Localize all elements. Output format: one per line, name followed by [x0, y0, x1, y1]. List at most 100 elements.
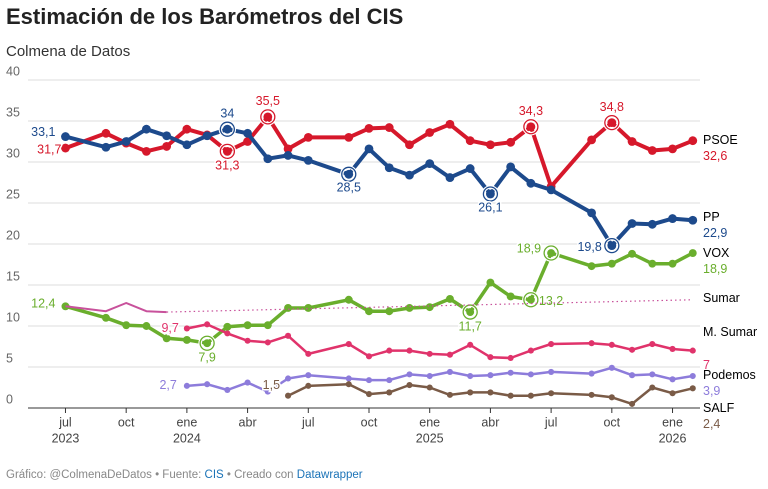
x-tick-label: oct [118, 415, 135, 429]
y-tick-label: 30 [6, 146, 20, 160]
point [142, 322, 151, 330]
point [689, 347, 696, 354]
end-value-label: 32,6 [703, 149, 728, 163]
line [64, 114, 694, 189]
point [507, 369, 514, 376]
point [607, 241, 617, 251]
end-value-label: 2,4 [703, 417, 721, 431]
highlight-ring [543, 245, 559, 261]
point [364, 144, 374, 154]
highlight-ring [604, 114, 620, 131]
point [365, 391, 373, 398]
highlight-ring [604, 237, 620, 254]
point [61, 132, 70, 141]
highlight-ring [219, 121, 236, 137]
point [668, 259, 677, 268]
series: 12,4 7,9 11,7 13,2 18,9 [30, 240, 697, 366]
point [467, 341, 474, 348]
point [446, 391, 453, 398]
point [607, 118, 617, 128]
point [465, 136, 475, 146]
tool-link[interactable]: Datawrapper [296, 469, 363, 481]
point [284, 304, 293, 312]
point [689, 385, 696, 392]
point [486, 140, 495, 150]
point [204, 321, 211, 328]
point [61, 302, 70, 311]
point [386, 389, 393, 396]
point [405, 140, 414, 150]
point [526, 178, 536, 188]
point [345, 375, 352, 382]
legend-label: Podemos [703, 368, 756, 382]
point [183, 325, 190, 332]
point [608, 364, 615, 371]
point [263, 112, 273, 122]
point [669, 390, 676, 397]
source-link[interactable]: CIS [204, 469, 224, 481]
data-label: 12,4 [31, 297, 55, 311]
point [688, 136, 698, 146]
point [263, 154, 273, 164]
point [467, 389, 474, 396]
highlight-ring [341, 166, 357, 182]
point [506, 137, 516, 147]
point [629, 346, 636, 353]
x-tick-label: jul [544, 415, 558, 429]
point [688, 249, 697, 257]
highlight-ring [523, 119, 539, 135]
point [546, 185, 556, 195]
point [305, 372, 312, 379]
data-label: 31,7 [37, 142, 61, 156]
x-tick-label: abr [481, 415, 499, 429]
point [688, 215, 698, 225]
end-value-label: 7 [703, 358, 710, 372]
legend-label: Sumar [703, 291, 740, 305]
point [183, 382, 190, 389]
point [142, 146, 151, 156]
point [162, 334, 171, 343]
data-label: 2,7 [159, 378, 176, 392]
chart-subtitle: Colmena de Datos [6, 43, 131, 60]
point [406, 381, 413, 389]
point [669, 345, 676, 353]
point [466, 308, 475, 317]
point [649, 371, 656, 378]
point [344, 295, 353, 304]
point [627, 137, 637, 146]
point [303, 133, 313, 142]
data-label: 34,3 [519, 104, 543, 118]
point [101, 142, 111, 152]
x-tick-label: ene [662, 415, 683, 429]
point [285, 392, 292, 399]
data-label: 18,9 [517, 241, 541, 255]
point [425, 303, 434, 312]
point [285, 332, 292, 339]
point [587, 262, 596, 271]
point [629, 400, 636, 407]
x-tick-label: ene [419, 415, 440, 429]
point [548, 340, 555, 348]
point [365, 353, 373, 360]
data-label: 34 [220, 106, 234, 120]
point [264, 388, 271, 395]
data-label: 33,1 [31, 125, 55, 139]
point [507, 354, 514, 362]
credit: Gráfico: @ColmenaDeDatos • Fuente: [6, 469, 205, 481]
point [385, 307, 394, 316]
data-label: 31,3 [215, 159, 239, 173]
point [669, 376, 676, 383]
highlight-ring [199, 335, 215, 351]
point [627, 219, 637, 228]
point [224, 330, 231, 337]
point [425, 128, 435, 137]
point [426, 384, 433, 391]
highlight-ring [482, 186, 499, 202]
data-label: 1,5 [263, 378, 280, 392]
data-label: 35,5 [256, 94, 280, 108]
point [526, 122, 536, 132]
x-tick-year: 2024 [173, 431, 201, 445]
point [608, 341, 615, 348]
